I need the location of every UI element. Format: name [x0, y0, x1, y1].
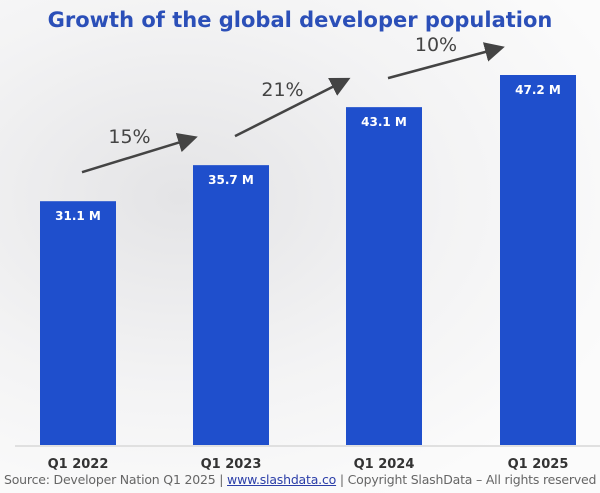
x-tick-label: Q1 2022: [48, 457, 109, 470]
x-tick-label: Q1 2025: [508, 457, 569, 470]
data-label: 31.1 M: [55, 209, 101, 223]
data-label: 47.2 M: [515, 83, 561, 97]
bar: [40, 201, 116, 445]
bar: [346, 107, 422, 445]
bar: [193, 165, 269, 445]
growth-label: 21%: [261, 79, 303, 101]
x-tick-label: Q1 2024: [354, 457, 415, 470]
source-prefix: Source: Developer Nation Q1 2025 |: [4, 472, 228, 487]
chart-title: Growth of the global developer populatio…: [47, 8, 553, 32]
data-label: 43.1 M: [361, 115, 407, 129]
growth-label: 15%: [108, 126, 150, 148]
source-note: Source: Developer Nation Q1 2025 | www.s…: [0, 472, 600, 487]
bar: [500, 75, 576, 445]
growth-arrow: [81, 132, 198, 174]
source-link[interactable]: www.slashdata.co: [227, 472, 337, 487]
growth-arrow: [387, 42, 505, 80]
data-label: 35.7 M: [208, 173, 254, 187]
bar-chart: 31.1 M Q1 2022 35.7 M Q1 2023 43.1 M Q1 2024 4…: [15, 34, 600, 470]
x-tick-label: Q1 2023: [201, 457, 262, 470]
source-suffix: | Copyright SlashData – All rights reser…: [336, 472, 597, 487]
growth-arrow: [234, 77, 351, 138]
growth-label: 10%: [415, 34, 457, 56]
